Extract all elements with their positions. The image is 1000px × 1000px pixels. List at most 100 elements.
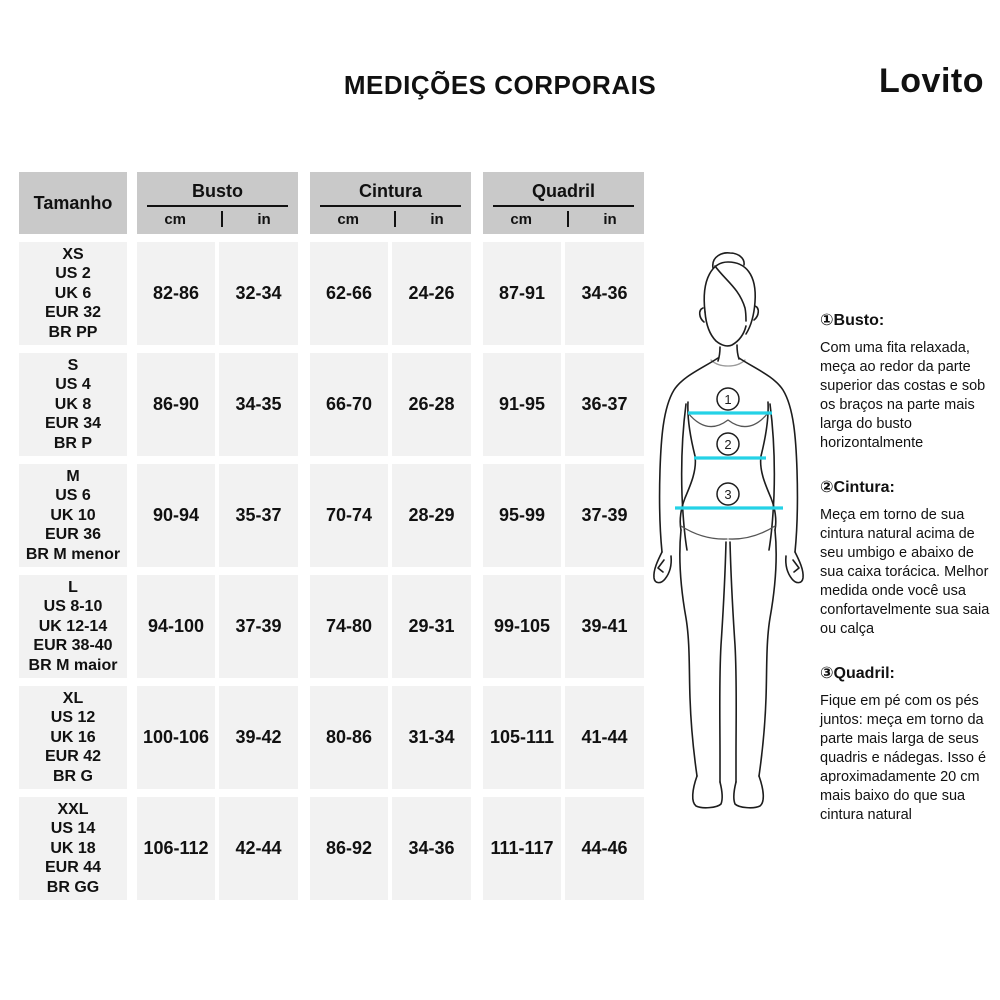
marker-2-label: 2 (724, 437, 731, 452)
unit-divider (566, 211, 569, 227)
figure-leg-left-inner (718, 541, 727, 783)
measurement-value-cell: 37-39 (219, 575, 298, 678)
measurement-value-cell: 39-41 (565, 575, 644, 678)
marker-1-label: 1 (724, 392, 731, 407)
instruction-heading: ③Quadril: (820, 665, 895, 682)
size-line: BR GG (46, 878, 100, 896)
size-line: UK 10 (50, 506, 96, 524)
measurement-value-cell: 82-86 (137, 242, 215, 345)
figure-ear-right (753, 305, 760, 321)
size-table: Tamanho Busto cm in Cintura cm in Quadril cm in XS… (19, 172, 644, 900)
measurement-value-cell: 32-34 (219, 242, 298, 345)
size-cell: S US 4 UK 8 EUR 34 BR P (19, 353, 127, 456)
size-line: BR G (53, 767, 93, 785)
group-units: cm in (493, 204, 634, 228)
measurement-value-cell: 34-35 (219, 353, 298, 456)
figure-neck-left (717, 346, 721, 362)
unit-divider (393, 211, 396, 227)
size-cell: XS US 2 UK 6 EUR 32 BR PP (19, 242, 127, 345)
figure-arm-left-inner (680, 403, 688, 551)
measurement-value-cell: 31-34 (392, 686, 471, 789)
unit-cm-label: cm (510, 210, 533, 228)
figure-neck-right (736, 344, 740, 360)
figure-hand-left-fingers (657, 559, 665, 573)
figure-hair-sweep (714, 265, 747, 322)
marker-3-circle (716, 482, 740, 506)
size-cell: XL US 12 UK 16 EUR 42 BR G (19, 686, 127, 789)
group-units: cm in (320, 204, 461, 228)
size-line: US 14 (50, 820, 96, 838)
unit-in-label: in (430, 210, 444, 228)
size-line: US 12 (50, 709, 96, 727)
size-line: BR PP (48, 323, 98, 341)
measurement-value-cell: 87-91 (483, 242, 561, 345)
unit-in-label: in (603, 210, 617, 228)
measurement-value-cell: 29-31 (392, 575, 471, 678)
figure-arm-right-outer (738, 357, 799, 553)
figure-leg-right-inner (729, 541, 738, 783)
figure-bust-curves (687, 412, 769, 428)
figure-hand-right (785, 551, 804, 584)
unit-cm-label: cm (337, 210, 360, 228)
measurement-value-cell: 86-90 (137, 353, 215, 456)
instruction-body: Com uma fita relaxada, meça ao redor da … (820, 340, 986, 451)
instruction-body: Fique em pé com os pés juntos: meça em t… (820, 693, 987, 823)
measurement-value-cell: 99-105 (483, 575, 561, 678)
measurement-value-cell: 26-28 (392, 353, 471, 456)
group-label: Cintura (359, 180, 422, 201)
size-line: EUR 34 (44, 415, 102, 433)
measurement-value-cell: 39-42 (219, 686, 298, 789)
size-line: BR P (53, 434, 93, 452)
measurement-value-cell: 66-70 (310, 353, 388, 456)
instruction-item: ②Cintura: Meça em torno de sua cintura na… (820, 477, 994, 639)
brand-logo: Lovito (879, 62, 984, 100)
measurement-value-cell: 42-44 (219, 797, 298, 900)
measurement-value-cell: 95-99 (483, 464, 561, 567)
size-line: US 8-10 (43, 598, 103, 616)
measurement-value-cell: 94-100 (137, 575, 215, 678)
figure-face (704, 311, 747, 347)
measurement-value-cell: 100-106 (137, 686, 215, 789)
figure-hand-right-fingers (792, 559, 800, 573)
size-line: UK 18 (50, 839, 96, 857)
measurement-value-cell: 111-117 (483, 797, 561, 900)
size-line: UK 16 (50, 728, 96, 746)
measurement-value-cell: 105-111 (483, 686, 561, 789)
figure-markers: 1 2 3 (716, 387, 740, 506)
measurement-value-cell: 106-112 (137, 797, 215, 900)
measurement-value-cell: 80-86 (310, 686, 388, 789)
figure-leg-left-outer (679, 529, 698, 777)
size-line: EUR 36 (44, 526, 102, 544)
figure-leg-right-outer (758, 529, 777, 777)
size-line: M (66, 467, 80, 485)
size-line: L (68, 578, 78, 596)
marker-3-label: 3 (724, 487, 731, 502)
size-line: XXL (57, 800, 89, 818)
unit-divider (220, 211, 223, 227)
measurement-value-cell: 74-80 (310, 575, 388, 678)
size-cell: M US 6 UK 10 EUR 36 BR M menor (19, 464, 127, 567)
body-figure-illustration: 1 2 3 (653, 252, 804, 809)
figure-hair-outline (703, 261, 756, 335)
size-line: UK 6 (54, 284, 92, 302)
instruction-heading: ②Cintura: (820, 479, 895, 496)
instruction-item: ③Quadril: Fique em pé com os pés juntos: … (820, 663, 994, 825)
figure-collar (710, 359, 746, 367)
measurement-value-cell: 34-36 (565, 242, 644, 345)
unit-cm-label: cm (164, 210, 187, 228)
figure-arm-left-outer (658, 357, 719, 553)
measurement-value-cell: 41-44 (565, 686, 644, 789)
size-line: EUR 42 (44, 748, 102, 766)
figure-hand-left (653, 551, 672, 584)
instruction-body: Meça em torno de sua cintura natural aci… (820, 507, 990, 637)
size-line: EUR 38-40 (33, 637, 113, 655)
size-line: EUR 32 (44, 304, 102, 322)
figure-underwear-left (680, 525, 728, 540)
marker-1-circle (716, 387, 740, 411)
size-line: UK 8 (54, 395, 92, 413)
measurement-group-header: Quadril cm in (483, 172, 644, 234)
figure-underwear-right (728, 525, 776, 540)
page-title: MEDIÇÕES CORPORAIS (343, 70, 657, 100)
size-line: XL (62, 689, 84, 707)
group-label: Busto (192, 180, 243, 201)
